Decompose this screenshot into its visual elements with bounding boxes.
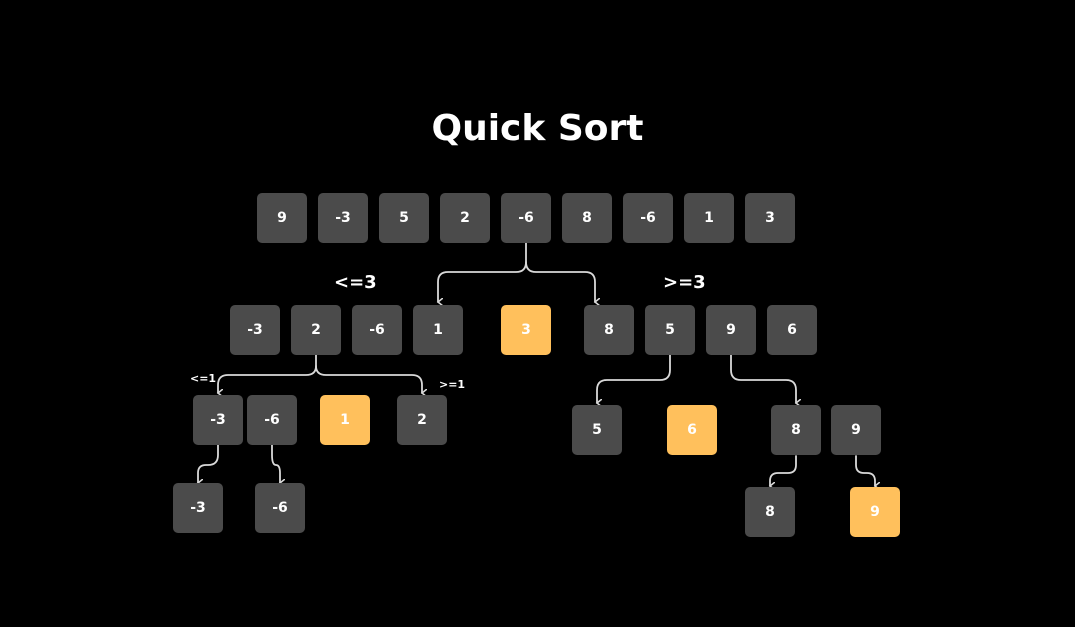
arrow-l2-b xyxy=(271,444,280,483)
l1-left-cell-1: -3 xyxy=(230,305,280,355)
l3-cell-c: 8 xyxy=(745,487,795,537)
root-cell-5: -6 xyxy=(501,193,551,243)
l1-right-cell-2: 5 xyxy=(645,305,695,355)
l1-pivot-cell: 3 xyxy=(501,305,551,355)
root-cell-7: -6 xyxy=(623,193,673,243)
l1-right-cell-3: 9 xyxy=(706,305,756,355)
arrow-l1-to-right xyxy=(315,365,422,393)
arrow-l1-to-left xyxy=(218,354,317,393)
arrow-r2-b xyxy=(855,455,875,486)
l1-left-cell-2: 2 xyxy=(291,305,341,355)
l2-left-cell-1: -3 xyxy=(193,395,243,445)
l3-pivot-cell: 9 xyxy=(850,487,900,537)
diagram-title: Quick Sort xyxy=(431,108,644,149)
l2-left-pivot-cell: 1 xyxy=(320,395,370,445)
l2-right-left-cell: 5 xyxy=(572,405,622,455)
l3-cell-a: -3 xyxy=(173,483,223,533)
label-less-equal-3: <=3 xyxy=(334,272,377,293)
l1-left-cell-4: 1 xyxy=(413,305,463,355)
root-cell-6: 8 xyxy=(562,193,612,243)
l1-left-cell-3: -6 xyxy=(352,305,402,355)
root-cell-3: 5 xyxy=(379,193,429,243)
arrow-r2-a xyxy=(770,455,797,486)
root-cell-2: -3 xyxy=(318,193,368,243)
root-cell-1: 9 xyxy=(257,193,307,243)
l3-cell-b: -6 xyxy=(255,483,305,533)
arrow-root-to-left xyxy=(438,242,527,302)
root-cell-9: 3 xyxy=(745,193,795,243)
l1-right-cell-1: 8 xyxy=(584,305,634,355)
root-cell-8: 1 xyxy=(684,193,734,243)
label-less-equal-1: <=1 xyxy=(190,372,217,385)
l2-left-right-cell: 2 xyxy=(397,395,447,445)
arrow-root-to-right xyxy=(525,261,595,302)
arrow-r1-to-right xyxy=(730,354,796,403)
label-greater-equal-1: >=1 xyxy=(439,378,466,391)
label-greater-equal-3: >=3 xyxy=(663,272,706,293)
l2-right-right-cell-2: 9 xyxy=(831,405,881,455)
l2-right-right-cell-1: 8 xyxy=(771,405,821,455)
arrow-l2-a xyxy=(198,444,219,483)
l2-right-pivot-cell: 6 xyxy=(667,405,717,455)
l2-left-cell-2: -6 xyxy=(247,395,297,445)
l1-right-cell-4: 6 xyxy=(767,305,817,355)
arrow-r1-to-left xyxy=(597,354,671,403)
root-cell-4: 2 xyxy=(440,193,490,243)
